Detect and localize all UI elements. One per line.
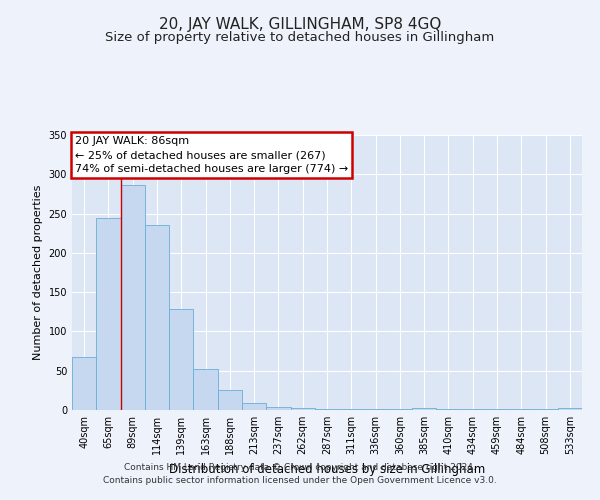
Text: Contains public sector information licensed under the Open Government Licence v3: Contains public sector information licen… <box>103 476 497 485</box>
X-axis label: Distribution of detached houses by size in Gillingham: Distribution of detached houses by size … <box>169 462 485 475</box>
Bar <box>96 218 121 410</box>
Text: 20, JAY WALK, GILLINGHAM, SP8 4GQ: 20, JAY WALK, GILLINGHAM, SP8 4GQ <box>159 18 441 32</box>
Bar <box>315 409 339 410</box>
Bar <box>412 408 436 410</box>
Bar <box>290 408 315 410</box>
Bar <box>436 409 461 410</box>
Text: Contains HM Land Registry data © Crown copyright and database right 2024.: Contains HM Land Registry data © Crown c… <box>124 464 476 472</box>
Bar <box>169 310 193 410</box>
Bar <box>193 369 218 410</box>
Bar <box>558 408 582 410</box>
Bar <box>218 390 242 410</box>
Text: Size of property relative to detached houses in Gillingham: Size of property relative to detached ho… <box>106 31 494 44</box>
Bar <box>388 409 412 410</box>
Bar <box>145 224 169 410</box>
Bar <box>461 409 485 410</box>
Bar <box>242 403 266 410</box>
Text: 20 JAY WALK: 86sqm
← 25% of detached houses are smaller (267)
74% of semi-detach: 20 JAY WALK: 86sqm ← 25% of detached hou… <box>74 136 348 174</box>
Bar <box>339 409 364 410</box>
Bar <box>266 407 290 410</box>
Bar <box>121 184 145 410</box>
Bar <box>509 409 533 410</box>
Y-axis label: Number of detached properties: Number of detached properties <box>33 185 43 360</box>
Bar <box>485 409 509 410</box>
Bar <box>364 409 388 410</box>
Bar <box>72 356 96 410</box>
Bar <box>533 409 558 410</box>
